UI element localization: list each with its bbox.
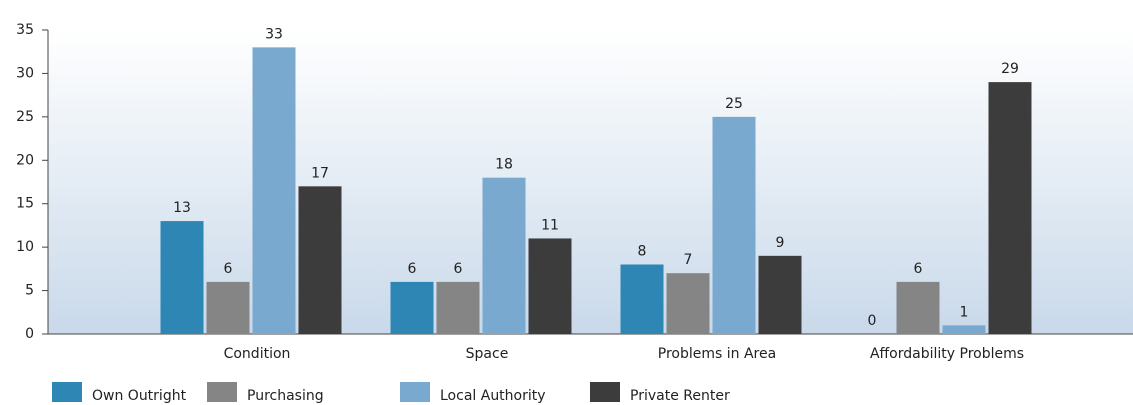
value-label: 13 bbox=[173, 200, 191, 216]
bar bbox=[436, 281, 480, 334]
x-tick-label: Space bbox=[466, 346, 509, 362]
value-label: 6 bbox=[914, 261, 923, 277]
legend-swatch bbox=[207, 382, 237, 402]
legend-swatch bbox=[52, 382, 82, 402]
value-label: 25 bbox=[725, 96, 743, 112]
legend-label: Private Renter bbox=[630, 388, 730, 404]
bar bbox=[390, 281, 434, 334]
legend-swatch bbox=[400, 382, 430, 402]
bar bbox=[666, 273, 710, 334]
y-tick-label: 5 bbox=[25, 283, 34, 299]
legend-label: Local Authority bbox=[440, 388, 546, 404]
bar bbox=[298, 186, 342, 334]
bar bbox=[758, 255, 802, 334]
y-tick-label: 15 bbox=[16, 196, 34, 212]
value-label: 6 bbox=[408, 261, 417, 277]
bar bbox=[896, 281, 940, 334]
value-label: 18 bbox=[495, 157, 513, 173]
value-label: 0 bbox=[868, 313, 877, 329]
legend-label: Purchasing bbox=[247, 388, 324, 404]
y-tick-label: 35 bbox=[16, 22, 34, 38]
bar bbox=[252, 47, 296, 334]
x-tick-label: Affordability Problems bbox=[870, 346, 1024, 362]
legend-label: Own Outright bbox=[92, 388, 187, 404]
value-label: 17 bbox=[311, 165, 329, 181]
value-label: 6 bbox=[454, 261, 463, 277]
y-tick-label: 20 bbox=[16, 152, 34, 168]
value-label: 9 bbox=[776, 235, 785, 251]
y-tick-label: 30 bbox=[16, 65, 34, 81]
bar bbox=[942, 325, 986, 334]
bar bbox=[206, 281, 250, 334]
value-label: 29 bbox=[1001, 61, 1019, 77]
x-tick-label: Condition bbox=[224, 346, 291, 362]
y-tick-label: 0 bbox=[25, 326, 34, 342]
bar bbox=[528, 238, 572, 334]
bar bbox=[482, 177, 526, 334]
value-label: 7 bbox=[684, 252, 693, 268]
legend-swatch bbox=[590, 382, 620, 402]
value-label: 11 bbox=[541, 217, 559, 233]
value-label: 33 bbox=[265, 26, 283, 42]
bar bbox=[160, 221, 204, 334]
y-tick-label: 10 bbox=[16, 239, 34, 255]
bar bbox=[988, 82, 1032, 334]
value-label: 8 bbox=[638, 244, 647, 260]
value-label: 6 bbox=[224, 261, 233, 277]
value-label: 1 bbox=[960, 304, 969, 320]
bar bbox=[712, 116, 756, 334]
x-tick-label: Problems in Area bbox=[658, 346, 776, 362]
bar bbox=[620, 264, 664, 334]
y-tick-label: 25 bbox=[16, 109, 34, 125]
